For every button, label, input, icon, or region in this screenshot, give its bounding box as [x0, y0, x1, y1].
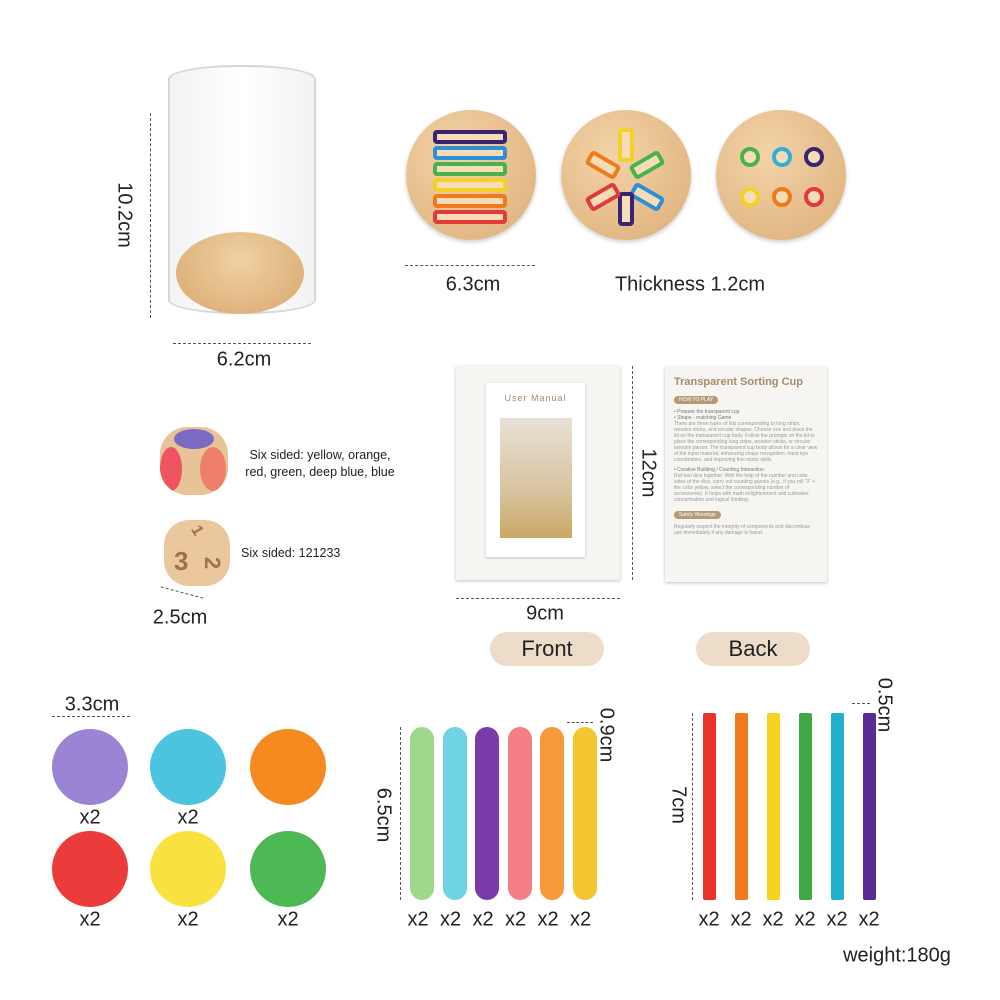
craft-stick	[572, 727, 597, 900]
dowel-length-line	[692, 713, 693, 900]
front-label: Front	[490, 632, 604, 666]
disc-count: x2	[177, 806, 199, 829]
stick-count: x2	[407, 908, 429, 931]
stick-count: x2	[439, 908, 462, 931]
die-size-label: 2.5cm	[152, 606, 208, 629]
lid-circles	[716, 110, 846, 240]
safety-badge: Safety Warnings	[674, 511, 721, 519]
wooden-dowel	[831, 713, 844, 900]
number-die-label: Six sided: 121233	[241, 546, 341, 560]
manual-back-title: Transparent Sorting Cup	[674, 376, 803, 388]
disc-size-line	[52, 716, 130, 717]
wooden-dowel	[799, 713, 812, 900]
dowel-count: x2	[730, 908, 752, 931]
disc	[250, 831, 326, 907]
dowel-length-label: 7cm	[667, 786, 690, 824]
manual-front-card: User Manual	[486, 383, 585, 557]
manual-text-3: Roll two dice together. With the help of…	[674, 473, 816, 503]
dowel-count: x2	[858, 908, 880, 931]
number-die: 1 3 2	[164, 520, 230, 586]
dowel-count: x2	[762, 908, 784, 931]
manual-height-label: 12cm	[637, 448, 660, 498]
manual-text-2: There are three types of lids correspond…	[674, 421, 818, 463]
how-to-play-badge: HOW TO PLAY	[674, 396, 719, 404]
manual-back: Transparent Sorting Cup HOW TO PLAY • Pr…	[665, 367, 827, 582]
lid-diameter-line	[405, 265, 535, 266]
die-face-3: 3	[174, 546, 189, 576]
disc-count: x2	[277, 908, 299, 931]
stick-width-line	[567, 722, 593, 723]
disc	[150, 729, 226, 805]
die-face-1: 1	[187, 522, 207, 539]
manual-text-4: Regularly inspect the integrity of compo…	[674, 524, 811, 536]
disc-count: x2	[177, 908, 199, 931]
die-size-line	[160, 586, 204, 599]
manual-item-1: • Prepare the transparent cup	[674, 409, 740, 415]
die-face-2: 2	[200, 556, 226, 570]
dowel-count: x2	[794, 908, 816, 931]
manual-item-3: • Creative Building / Counting Interacti…	[674, 467, 764, 473]
manual-front: User Manual	[456, 366, 620, 580]
disc-count: x2	[79, 806, 101, 829]
color-die	[160, 427, 228, 495]
wooden-dowel	[863, 713, 876, 900]
craft-stick	[410, 727, 434, 900]
dowel-count: x2	[826, 908, 848, 931]
craft-stick	[507, 727, 532, 900]
stick-width-label: 0.9cm	[595, 707, 618, 763]
craft-stick	[540, 727, 564, 900]
cup-wooden-base	[176, 232, 304, 314]
lid-thickness-label: Thickness 1.2cm	[614, 273, 766, 296]
stick-count: x2	[569, 908, 592, 931]
lid-strips	[406, 110, 536, 240]
manual-item-2: • Shape - matching Game	[674, 415, 732, 421]
dowel-count: x2	[698, 908, 720, 931]
stick-length-label: 6.5cm	[372, 787, 395, 843]
cup-height-label: 10.2cm	[113, 182, 136, 248]
craft-stick	[475, 727, 499, 900]
wooden-dowel	[735, 713, 748, 900]
wooden-dowel	[767, 713, 780, 900]
weight-label: weight:180g	[843, 944, 951, 967]
stick-count: x2	[504, 908, 527, 931]
lid-diameter-label: 6.3cm	[445, 273, 501, 296]
cup-width-line	[173, 343, 311, 344]
stick-count: x2	[472, 908, 494, 931]
craft-stick	[442, 727, 467, 900]
cup-height-line	[150, 113, 151, 318]
wooden-dowel	[703, 713, 716, 900]
stick-length-line	[400, 727, 401, 900]
color-die-label: Six sided: yellow, orange, red, green, d…	[245, 448, 395, 479]
manual-height-line	[632, 366, 633, 580]
lid-sticks	[561, 110, 691, 240]
disc	[52, 831, 128, 907]
disc-count: x2	[79, 908, 101, 931]
manual-width-line	[456, 598, 620, 599]
manual-width-label: 9cm	[526, 602, 564, 625]
disc	[52, 729, 128, 805]
manual-front-title: User Manual	[504, 393, 567, 403]
disc	[150, 831, 226, 907]
disc-size-label: 3.3cm	[64, 693, 120, 716]
disc	[250, 729, 326, 805]
stick-count: x2	[537, 908, 559, 931]
dowel-width-line	[852, 703, 870, 704]
back-label: Back	[696, 632, 810, 666]
manual-front-photo	[500, 418, 572, 538]
cup-width-label: 6.2cm	[216, 348, 272, 371]
